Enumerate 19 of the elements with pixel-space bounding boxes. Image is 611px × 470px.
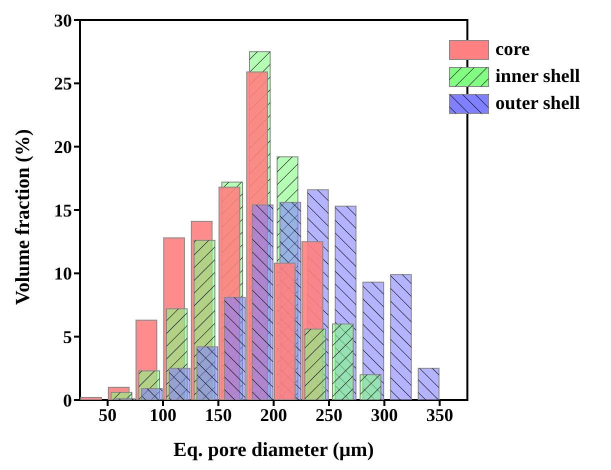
x-tick-label: 200 bbox=[260, 404, 288, 425]
y-tick-label: 10 bbox=[54, 264, 72, 284]
x-tick-label: 300 bbox=[370, 404, 398, 425]
y-tick-label: 5 bbox=[63, 327, 72, 348]
y-axis-title: Volume fraction (%) bbox=[12, 129, 34, 305]
x-axis-title: Eq. pore diameter (μm) bbox=[173, 439, 374, 461]
legend-label: inner shell bbox=[495, 66, 580, 88]
legend-label: outer shell bbox=[495, 92, 580, 114]
y-tick-label: 30 bbox=[54, 10, 72, 30]
y-tick-label: 25 bbox=[54, 74, 72, 94]
x-tick-label: 350 bbox=[426, 404, 454, 425]
y-tick-label: 0 bbox=[63, 390, 72, 410]
legend-label: core bbox=[495, 38, 530, 60]
x-tick-label: 100 bbox=[150, 404, 177, 425]
y-tick-label: 20 bbox=[54, 137, 72, 158]
x-tick-label: 150 bbox=[204, 404, 232, 425]
y-tick-label: 15 bbox=[54, 200, 72, 220]
x-tick-label: 50 bbox=[98, 404, 117, 425]
x-tick-label: 250 bbox=[316, 404, 343, 425]
